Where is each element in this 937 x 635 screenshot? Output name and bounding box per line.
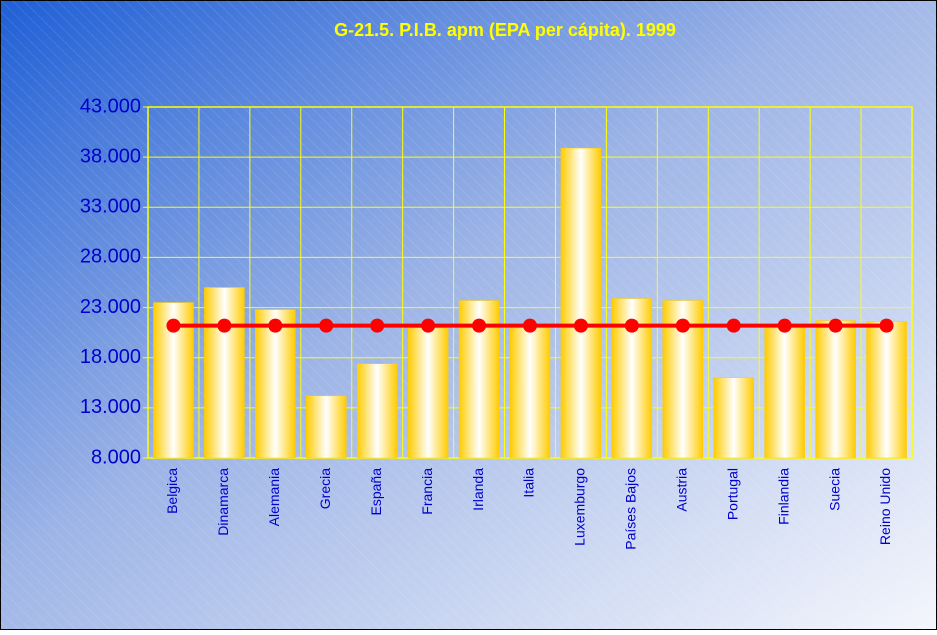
bar [356,363,398,459]
y-tick-label: 23.000 [80,296,141,318]
y-tick-label: 43.000 [80,95,141,117]
chart-title: G-21.5. P.I.B. apm (EPA per cápita). 199… [334,20,676,40]
y-tick-label: 38.000 [80,145,141,167]
bar [866,321,907,459]
line-marker [217,318,232,333]
y-tick-label: 28.000 [80,246,141,268]
bar [509,325,551,459]
x-tick-label: Reino Unido [877,468,893,545]
bar [204,287,245,459]
bar [713,377,754,459]
line-marker [624,318,639,333]
line-marker [370,318,385,333]
bar [560,147,602,459]
x-tick-label: Suecia [826,468,842,511]
bar [255,309,296,459]
x-tick-label: Dinamarca [215,468,231,536]
x-tick-label: Irlanda [470,468,486,511]
line-marker [828,318,843,333]
line-marker [675,318,690,333]
line-marker [726,318,741,333]
x-tick-label: Belgica [164,468,180,514]
x-tick-label: Italia [521,468,537,498]
y-tick-label: 13.000 [80,396,141,418]
line-marker [472,318,487,333]
line-marker [319,318,334,333]
x-tick-label: Austria [674,468,690,512]
bar [407,327,449,459]
x-tick-label: Portugal [724,468,740,520]
x-tick-label: España [368,468,384,516]
line-marker [523,318,537,333]
line-marker [573,318,588,333]
x-tick-label: Francia [419,468,435,515]
bar [815,320,856,459]
line-marker [166,318,181,333]
bar [764,326,805,459]
line-marker [268,318,283,333]
x-tick-label: Finlandia [775,468,791,525]
y-tick-label: 8.000 [91,446,141,468]
line-marker [421,318,436,333]
x-tick-label: Grecia [317,468,333,509]
x-tick-label: Luxemburgo [572,468,588,546]
line-marker [777,318,792,333]
bar [306,395,347,459]
x-tick-label: Países Bajos [623,468,639,550]
y-tick-label: 33.000 [80,196,141,218]
y-tick-label: 18.000 [80,346,141,368]
line-marker [879,318,894,333]
x-tick-label: Alemania [266,468,282,527]
